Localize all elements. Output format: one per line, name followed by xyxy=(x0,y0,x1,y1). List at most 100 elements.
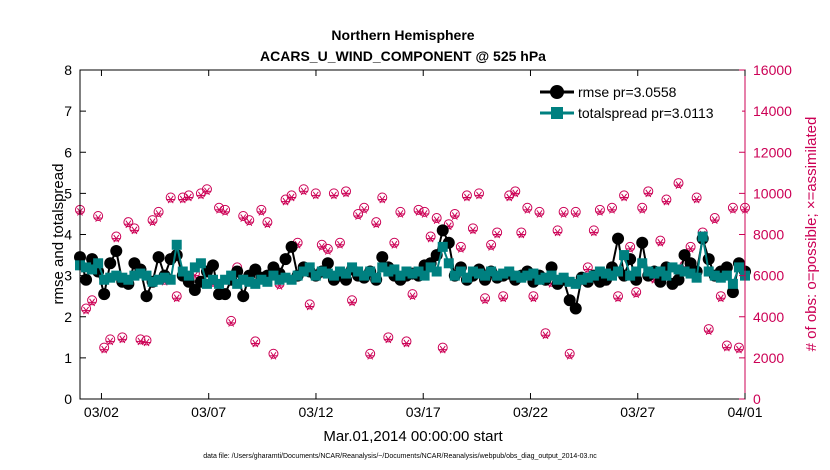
obs-assimilated-point xyxy=(341,189,351,198)
obs-assimilated-point xyxy=(644,189,653,198)
rmse-point xyxy=(612,232,625,245)
obs-possible-point xyxy=(685,241,696,252)
totalspread-point xyxy=(371,272,382,283)
obs-assimilated-point xyxy=(257,208,266,216)
totalspread-point xyxy=(582,272,593,283)
totalspread-point xyxy=(413,266,424,277)
legend-box xyxy=(532,77,742,125)
obs-possible-point xyxy=(522,202,533,213)
obs-assimilated-point xyxy=(245,218,254,227)
obs-possible-point xyxy=(643,186,654,197)
totalspread-point xyxy=(631,266,642,277)
obs-assimilated-point xyxy=(372,220,381,229)
obs-assimilated-point xyxy=(722,343,732,352)
obs-possible-point xyxy=(486,239,497,250)
obs-possible-point xyxy=(570,206,581,217)
obs-possible-point xyxy=(141,335,152,346)
obs-possible-point xyxy=(334,237,345,248)
totalspread-point xyxy=(558,272,569,283)
obs-assimilated-point xyxy=(450,212,460,220)
obs-possible-point xyxy=(347,295,358,306)
chart-subtitle: ACARS_U_WIND_COMPONENT @ 525 hPa xyxy=(260,48,546,64)
rmse-point xyxy=(104,257,117,270)
rmse-point xyxy=(376,251,389,264)
obs-assimilated-point xyxy=(704,327,713,336)
obs-assimilated-point xyxy=(178,195,187,204)
rmse-point xyxy=(237,290,250,303)
totalspread-point xyxy=(177,266,188,277)
series-layer xyxy=(74,178,751,360)
totalspread-point xyxy=(721,270,732,281)
obs-assimilated-point xyxy=(390,240,399,249)
obs-possible-point xyxy=(582,262,593,273)
totalspread-point xyxy=(341,268,351,279)
legend-totalspread-marker xyxy=(551,107,563,119)
y-axis-right-label: # of obs: o=possible; ×=assimilated xyxy=(803,117,820,352)
y-right-tick-label: 14000 xyxy=(753,103,792,119)
totalspread-point xyxy=(455,266,466,277)
totalspread-point xyxy=(159,272,170,283)
y-right-tick-label: 6000 xyxy=(753,268,784,284)
totalspread-point xyxy=(189,262,200,273)
obs-possible-point xyxy=(310,188,321,199)
totalspread-point xyxy=(625,270,636,281)
obs-assimilated-point xyxy=(607,205,617,214)
totalspread-point xyxy=(667,262,678,273)
obs-possible-point xyxy=(111,231,122,242)
chart-title: Northern Hemisphere xyxy=(331,27,474,43)
totalspread-point xyxy=(498,268,509,279)
totalspread-point xyxy=(117,272,128,283)
totalspread-point xyxy=(461,272,472,283)
obs-assimilated-point xyxy=(87,298,97,307)
obs-possible-point xyxy=(661,194,672,205)
totalspread-point xyxy=(383,266,394,277)
obs-assimilated-point xyxy=(172,294,181,303)
totalspread-point xyxy=(492,270,503,281)
obs-assimilated-point xyxy=(662,197,671,206)
totalspread-point xyxy=(709,270,720,281)
obs-assimilated-point xyxy=(716,294,726,303)
obs-possible-point xyxy=(564,348,575,359)
totalspread-point xyxy=(201,278,212,289)
y-left-tick-label: 5 xyxy=(64,185,72,201)
totalspread-point xyxy=(310,270,321,281)
rmse-point xyxy=(436,224,449,237)
rmse-point xyxy=(720,261,733,274)
obs-assimilated-point xyxy=(432,216,441,224)
rmse-point xyxy=(152,251,165,264)
obs-assimilated-point xyxy=(710,216,719,224)
obs-assimilated-point xyxy=(553,228,562,237)
totalspread-point xyxy=(443,258,454,269)
totalspread-point xyxy=(353,266,364,277)
obs-possible-point xyxy=(153,206,164,217)
obs-assimilated-point xyxy=(656,238,665,247)
obs-possible-point xyxy=(594,204,605,215)
obs-possible-point xyxy=(727,202,738,213)
totalspread-point xyxy=(510,270,521,281)
obs-assimilated-point xyxy=(299,187,308,196)
totalspread-point xyxy=(570,278,581,289)
obs-assimilated-point xyxy=(99,345,109,354)
totalspread-point xyxy=(238,274,249,285)
obs-assimilated-point xyxy=(239,214,248,222)
totalspread-point xyxy=(486,266,497,277)
totalspread-point xyxy=(727,278,738,289)
obs-possible-point xyxy=(135,334,146,345)
totalspread-point xyxy=(697,231,708,242)
obs-assimilated-point xyxy=(378,195,387,204)
rmse-point xyxy=(285,240,298,253)
totalspread-point xyxy=(304,262,315,273)
obs-possible-point xyxy=(510,186,521,197)
totalspread-point xyxy=(655,266,666,277)
obs-assimilated-point xyxy=(202,187,212,196)
obs-possible-point xyxy=(673,178,684,189)
obs-assimilated-point xyxy=(329,191,339,200)
totalspread-point xyxy=(407,268,418,279)
obs-possible-point xyxy=(359,202,370,213)
totalspread-point xyxy=(437,241,448,252)
obs-possible-point xyxy=(123,217,134,228)
footnote: data file: /Users/gharamti/Documents/NCA… xyxy=(203,453,597,460)
rmse-point xyxy=(702,253,715,266)
totalspread-point xyxy=(691,272,702,283)
totalspread-point xyxy=(99,274,110,285)
